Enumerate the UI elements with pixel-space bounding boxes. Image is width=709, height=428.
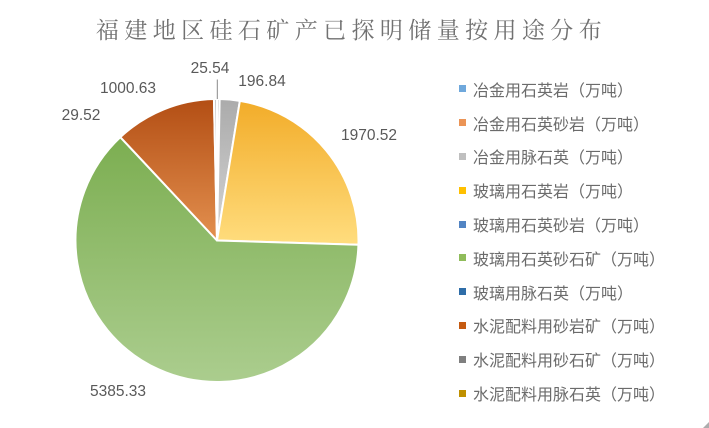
svg-text:25.54: 25.54 [191,60,230,77]
svg-text:1000.63: 1000.63 [100,80,156,97]
svg-text:5385.33: 5385.33 [90,383,146,400]
svg-text:196.84: 196.84 [238,73,286,90]
svg-text:1970.52: 1970.52 [341,127,397,144]
svg-text:29.52: 29.52 [62,107,101,124]
